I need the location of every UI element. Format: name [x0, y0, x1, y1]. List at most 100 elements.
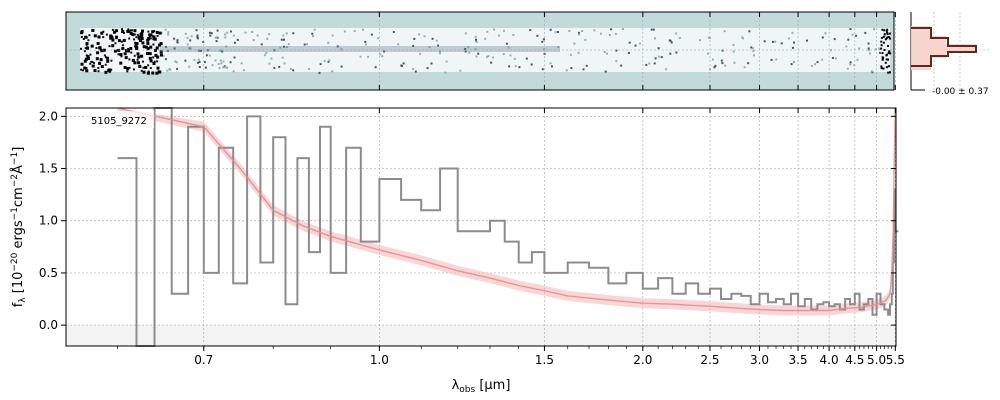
trace-pixel [133, 61, 137, 65]
trace-pixel [119, 61, 123, 65]
y-tick-label: 2.0 [39, 109, 58, 123]
trace-pixel [858, 47, 861, 50]
trace-pixel [147, 64, 150, 67]
trace-pixel [280, 38, 283, 41]
trace-pixel [156, 60, 159, 63]
trace-pixel [198, 61, 201, 63]
trace-pixel [91, 60, 94, 63]
trace-pixel [419, 52, 422, 55]
trace-pixel [475, 55, 478, 58]
trace-pixel [88, 34, 91, 37]
trace-pixel [85, 69, 89, 73]
trace-pixel [127, 49, 131, 53]
trace-pixel [833, 38, 836, 41]
trace-pixel [885, 30, 888, 33]
trace-pixel [492, 56, 494, 59]
trace-pixel [87, 39, 90, 42]
trace-pixel [413, 37, 416, 40]
trace-pixel [653, 37, 656, 40]
trace-pixel [887, 58, 889, 61]
trace-pixel [83, 66, 87, 70]
histogram-panel: -0.00 ± 0.37 [910, 12, 990, 97]
trace-pixel [84, 35, 88, 39]
trace-pixel [608, 34, 611, 36]
trace-pixel [174, 60, 177, 63]
trace-pixel [154, 53, 158, 57]
trace-pixel [218, 67, 221, 69]
trace-pixel [115, 29, 118, 33]
x-axis-label-unit: [μm] [475, 378, 510, 393]
trace-pixel [435, 39, 438, 42]
trace-pixel [152, 62, 156, 65]
trace-pixel [83, 50, 86, 53]
trace-pixel [464, 47, 467, 50]
trace-pixel [85, 67, 88, 70]
y-label-part: λ [18, 297, 28, 303]
trace-pixel [132, 68, 135, 71]
trace-pixel [806, 39, 808, 42]
trace-pixel [141, 41, 145, 45]
trace-pixel [883, 33, 886, 36]
trace-pixel [397, 43, 400, 46]
spectrum-2d-ticks [203, 12, 896, 90]
x-tick-label: 2.0 [633, 353, 652, 367]
trace-pixel [856, 58, 859, 61]
trace-pixel [87, 56, 91, 60]
trace-pixel [720, 59, 723, 62]
histogram-fill [911, 26, 976, 70]
trace-pixel [131, 33, 135, 37]
trace-pixel [733, 61, 736, 64]
trace-pixel [190, 35, 193, 38]
trace-pixel [327, 41, 330, 44]
trace-pixel [880, 40, 883, 43]
trace-pixel [134, 42, 138, 46]
trace-pixel [582, 68, 585, 71]
trace-pixel [423, 35, 426, 38]
trace-pixel [362, 28, 364, 31]
trace-pixel [147, 37, 151, 41]
trace-pixel [173, 47, 176, 50]
y-label-part: cm [11, 187, 26, 207]
trace-pixel [381, 55, 384, 58]
histogram-outline [911, 27, 977, 67]
trace-pixel [102, 48, 106, 52]
trace-pixel [678, 37, 681, 39]
trace-pixel [221, 50, 224, 53]
trace-pixel [541, 68, 544, 71]
trace-pixel [578, 33, 580, 36]
trace-pixel [615, 49, 618, 52]
trace-pixel [176, 67, 179, 70]
trace-pixel [100, 65, 104, 68]
trace-pixel [216, 29, 219, 32]
trace-pixel [311, 32, 314, 35]
x-tick-label: 4.0 [820, 353, 839, 367]
trace-pixel [268, 62, 271, 65]
trace-pixel [439, 50, 441, 53]
trace-pixel [111, 38, 115, 42]
trace-pixel [140, 35, 143, 39]
trace-pixel [831, 57, 834, 59]
trace-pixel [162, 54, 165, 57]
trace-pixel [881, 57, 884, 60]
x-tick-label: 3.5 [789, 353, 808, 367]
trace-pixel [166, 49, 169, 52]
trace-pixel [175, 61, 178, 64]
trace-pixel [251, 31, 254, 33]
trace-pixel [117, 48, 121, 52]
trace-pixel [821, 58, 824, 61]
x-axis-ticks: 0.7 1.0 1.5 2.0 2.5 3.0 3.5 4.0 4.5 5.0 5.5 [117, 108, 905, 367]
trace-pixel [883, 29, 886, 32]
trace-pixel [780, 42, 783, 45]
trace-pixel [606, 52, 608, 55]
trace-pixel [80, 68, 83, 71]
trace-pixel [438, 52, 441, 55]
trace-pixel [879, 51, 881, 54]
trace-pixel [889, 52, 892, 55]
trace-pixel [503, 29, 505, 32]
trace-pixel [230, 30, 232, 33]
trace-pixel [743, 66, 746, 69]
trace-pixel [193, 58, 196, 61]
trace-pixel [127, 28, 130, 31]
trace-pixel [200, 49, 202, 52]
trace-pixel [855, 34, 858, 37]
